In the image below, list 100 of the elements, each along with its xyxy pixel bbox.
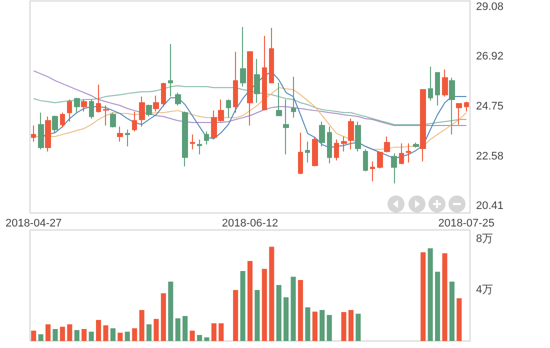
- bar: [182, 316, 188, 341]
- candlestick: [168, 43, 173, 98]
- bar: [196, 335, 202, 341]
- bar: [52, 329, 58, 341]
- candlestick: [406, 142, 411, 163]
- bar: [154, 318, 159, 341]
- bar: [420, 252, 426, 341]
- candlestick: [283, 99, 289, 155]
- bar: [190, 330, 195, 341]
- candlestick: [464, 101, 469, 112]
- candlestick: [89, 99, 94, 120]
- candlestick: [139, 96, 145, 128]
- bar: [96, 320, 102, 341]
- bar: [312, 312, 318, 341]
- candlestick: [305, 141, 310, 163]
- candlestick: [31, 124, 36, 142]
- bar: [356, 314, 361, 341]
- candlestick: [384, 136, 390, 153]
- candlestick: [226, 99, 231, 118]
- bar: [254, 290, 260, 341]
- candlestick: [399, 142, 404, 165]
- candlestick: [269, 27, 274, 84]
- candlestick: [67, 99, 72, 122]
- bar: [284, 297, 289, 341]
- candlestick: [355, 121, 361, 152]
- bar: [168, 282, 174, 341]
- bar: [247, 261, 253, 341]
- bar: [320, 310, 325, 341]
- x-tick-label: 2018-07-25: [438, 218, 495, 230]
- bar: [290, 276, 296, 341]
- candlestick: [254, 58, 260, 104]
- candlestick: [103, 105, 109, 126]
- bar: [298, 280, 304, 341]
- bar: [442, 253, 448, 341]
- candlestick: [291, 76, 296, 118]
- candlestick: [262, 35, 267, 112]
- candlestick: [81, 99, 87, 112]
- bar: [218, 323, 224, 341]
- candlestick: [363, 148, 368, 172]
- candlestick: [132, 110, 137, 132]
- bar: [262, 268, 267, 341]
- bar: [82, 329, 87, 341]
- x-tick-label: 2018-06-12: [222, 218, 278, 230]
- bar: [132, 328, 138, 341]
- candlestick: [182, 110, 188, 167]
- candlestick: [435, 72, 440, 106]
- x-tick-label: 2018-04-27: [5, 218, 62, 230]
- bar: [60, 326, 65, 341]
- candlestick: [197, 139, 202, 155]
- candlestick: [319, 121, 325, 147]
- candlestick: [204, 130, 209, 146]
- y-tick-label: 8万: [476, 232, 494, 245]
- y-tick-label: 26.92: [476, 50, 504, 63]
- candlestick: [96, 84, 101, 114]
- candlestick: [276, 82, 282, 116]
- candlestick: [125, 129, 130, 147]
- bar: [233, 290, 238, 341]
- bar: [88, 332, 94, 341]
- bar: [456, 298, 462, 341]
- y-tick-label: 29.08: [476, 0, 504, 13]
- candlestick: [45, 116, 51, 152]
- candlestick: [298, 132, 303, 175]
- candlestick: [117, 126, 123, 142]
- y-tick-label: 4万: [476, 284, 494, 296]
- bar: [276, 284, 282, 341]
- candlestick: [52, 115, 58, 134]
- candlestick: [110, 112, 116, 128]
- candlestick: [247, 51, 253, 126]
- bar: [240, 270, 246, 341]
- candlestick: [348, 118, 354, 150]
- candlestick: [428, 66, 433, 102]
- line-series: [33, 85, 467, 126]
- bar: [428, 248, 433, 341]
- candlestick: [74, 97, 80, 114]
- candlestick: [146, 104, 152, 118]
- bar: [103, 325, 108, 341]
- bar: [160, 293, 166, 341]
- bar: [46, 324, 51, 341]
- candlestick: [161, 82, 166, 108]
- bar: [341, 312, 346, 341]
- bar: [175, 318, 180, 341]
- bar: [269, 246, 274, 341]
- candlestick: [153, 95, 159, 112]
- line-series: [33, 70, 467, 126]
- candlestick: [420, 89, 426, 162]
- bar: [31, 330, 36, 341]
- bar: [38, 334, 44, 341]
- bar: [110, 328, 116, 341]
- candlestick: [60, 112, 65, 128]
- bar: [139, 310, 144, 341]
- candlestick: [377, 150, 383, 169]
- candlestick: [341, 136, 347, 152]
- bar: [74, 330, 80, 341]
- bar: [204, 337, 210, 341]
- candlestick: [38, 112, 44, 150]
- candlestick: [413, 142, 419, 148]
- candlestick: [190, 134, 195, 150]
- candlestick: [327, 126, 332, 164]
- bar: [118, 332, 123, 341]
- candlestick: [391, 153, 397, 184]
